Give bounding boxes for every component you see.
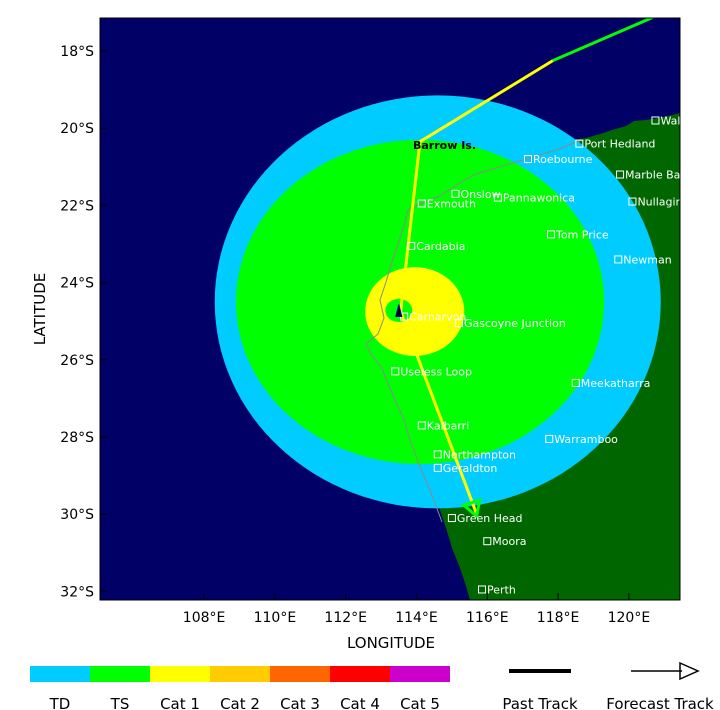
forecast-track-line <box>399 59 554 515</box>
lat-tick-label: 30°S <box>60 507 94 523</box>
legend-label: Cat 1 <box>160 695 200 710</box>
longitude-tick-labels: 108°E 110°E 112°E 114°E 116°E 118°E 120°E <box>183 593 650 626</box>
place-marker <box>391 367 400 376</box>
lat-tick-label: 22°S <box>60 198 94 214</box>
place-marker <box>547 230 556 239</box>
place-label: Green Head <box>457 512 523 525</box>
forecast-track-label: Forecast Track <box>606 695 714 710</box>
legend-swatch <box>150 666 210 682</box>
legend-swatch <box>390 666 450 682</box>
legend-swatch <box>210 666 270 682</box>
legend-swatch <box>330 666 390 682</box>
place-marker <box>545 434 554 443</box>
place-label: Exmouth <box>427 197 476 210</box>
latitude-tick-labels: 18°S 20°S 22°S 24°S 26°S 28°S 30°S 32°S <box>60 44 107 600</box>
place-marker <box>571 378 580 387</box>
place-label: Moora <box>492 535 526 548</box>
place-marker <box>454 319 463 328</box>
place-marker <box>407 241 416 250</box>
place-label: Gascoyne Junction <box>464 317 566 330</box>
past-track-legend: Past Track <box>502 669 578 710</box>
legend-label: Cat 3 <box>280 695 320 710</box>
place-label: Carnarvon <box>409 311 466 324</box>
place-label: Onslow <box>460 188 500 201</box>
x-axis-label: LONGITUDE <box>347 634 435 652</box>
lon-tick-label: 112°E <box>324 610 367 626</box>
intensity-legend: TD TS Cat 1 Cat 2 Cat 3 Cat 4 Cat 5 <box>30 666 450 710</box>
place-marker <box>616 170 625 179</box>
lat-tick-label: 24°S <box>60 276 94 292</box>
lat-tick-label: 18°S <box>60 44 94 60</box>
place-label: Cardabia <box>416 240 465 253</box>
place-marker <box>524 155 533 164</box>
y-axis-label: LATITUDE <box>31 273 49 346</box>
place-label: Perth <box>487 583 516 596</box>
place-marker <box>451 189 460 198</box>
legend-label: Cat 5 <box>400 695 440 710</box>
place-label: Meekatharra <box>581 377 651 390</box>
legend-label: TS <box>110 695 130 710</box>
wind-radius-cat1 <box>365 267 465 356</box>
legend-label: Cat 2 <box>220 695 260 710</box>
place-label: Geraldton <box>443 462 498 475</box>
past-track-line <box>552 18 656 62</box>
place-label: Marble Bar <box>625 169 685 182</box>
past-track-label: Past Track <box>502 695 578 710</box>
place-marker <box>417 421 426 430</box>
forecast-track-legend: Forecast Track <box>606 661 714 710</box>
place-label: Kalbarri <box>427 419 469 432</box>
lat-tick-label: 26°S <box>60 353 94 369</box>
place-marker <box>417 199 426 208</box>
place-label: Wallal Downs <box>660 114 720 127</box>
lon-tick-label: 114°E <box>395 610 438 626</box>
storm-track <box>399 18 656 520</box>
place-label: Useless Loop <box>400 365 472 378</box>
lon-tick-label: 108°E <box>183 610 226 626</box>
place-label: Northampton <box>443 448 516 461</box>
lon-tick-label: 120°E <box>608 610 651 626</box>
place-label: Newman <box>623 253 671 266</box>
forecast-arrow-icon <box>679 661 700 681</box>
place-label: Nullagine <box>637 196 689 209</box>
place-label: Warramboo <box>554 433 618 446</box>
wind-field <box>214 95 661 509</box>
barrow-island-label: Barrow Is. <box>413 139 476 152</box>
lat-tick-label: 20°S <box>60 121 94 137</box>
map-plot-area: Wallal Downs Port Hedland Roebourne Marble … <box>100 18 720 600</box>
place-marker <box>447 514 456 523</box>
legend-swatch <box>270 666 330 682</box>
place-label: Port Hedland <box>584 138 655 151</box>
storm-center-marker <box>395 304 403 318</box>
place-label: Pannawonica <box>503 192 575 205</box>
legend-label: TD <box>49 695 71 710</box>
place-label: Tom Price <box>555 228 609 241</box>
place-marker <box>433 463 442 472</box>
place-marker <box>651 116 660 125</box>
coastline <box>365 139 583 523</box>
lon-tick-label: 118°E <box>537 610 580 626</box>
place-marker <box>483 537 492 546</box>
plot-frame <box>99 17 681 601</box>
lon-tick-label: 116°E <box>466 610 509 626</box>
place-marker <box>493 193 502 202</box>
lat-tick-label: 32°S <box>60 584 94 600</box>
forecast-arrowhead <box>460 498 482 520</box>
legend-label: Cat 4 <box>340 695 380 710</box>
lat-tick-label: 28°S <box>60 430 94 446</box>
legend-swatch <box>30 666 90 682</box>
place-marker <box>433 450 442 459</box>
place-marker <box>477 585 486 594</box>
place-marker <box>575 139 584 148</box>
place-marker <box>614 255 623 264</box>
legend-swatch <box>90 666 150 682</box>
place-markers: Wallal Downs Port Hedland Roebourne Marble … <box>391 114 720 596</box>
lon-tick-label: 110°E <box>254 610 297 626</box>
place-marker <box>628 197 637 206</box>
place-label: Roebourne <box>533 153 593 166</box>
